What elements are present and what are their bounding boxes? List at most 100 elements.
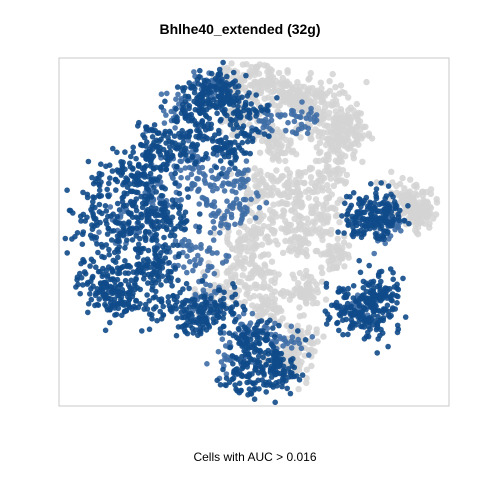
data-point (292, 83, 299, 90)
data-point (178, 174, 184, 181)
data-point (392, 226, 398, 233)
data-point (104, 231, 111, 237)
data-point (342, 153, 349, 160)
data-point (365, 130, 373, 137)
data-point (233, 255, 240, 262)
data-point (210, 187, 216, 194)
data-point (368, 218, 375, 225)
data-point (224, 170, 231, 176)
data-point (158, 167, 164, 173)
data-point (78, 275, 85, 281)
data-point (64, 187, 70, 193)
data-point (229, 304, 236, 310)
data-point (346, 221, 352, 228)
data-point (280, 211, 287, 219)
data-point (116, 207, 123, 213)
data-point (344, 211, 351, 217)
data-point (226, 339, 233, 346)
data-point (173, 96, 179, 102)
data-point (243, 373, 250, 380)
data-point (88, 296, 95, 303)
data-point (122, 308, 128, 315)
data-point (342, 112, 349, 119)
data-point (194, 100, 200, 107)
data-point (286, 89, 294, 96)
data-point (194, 77, 201, 83)
data-point (189, 313, 195, 319)
data-point (149, 155, 155, 161)
data-point (195, 187, 202, 193)
data-point (225, 181, 232, 187)
data-point (254, 184, 261, 191)
data-point (373, 186, 380, 192)
data-point (206, 245, 213, 251)
data-point (147, 163, 154, 169)
data-point (146, 326, 153, 333)
data-point (113, 311, 120, 318)
data-point (196, 127, 202, 134)
data-point (95, 302, 102, 309)
data-point (156, 138, 163, 144)
data-point (325, 187, 332, 194)
data-point (376, 293, 383, 299)
data-point (254, 312, 261, 319)
data-point (189, 142, 196, 148)
data-point (291, 118, 298, 125)
data-point (376, 269, 383, 275)
data-point (104, 186, 110, 193)
data-point (265, 239, 272, 246)
data-point (248, 254, 255, 262)
data-point (169, 197, 176, 203)
data-point (252, 385, 258, 392)
data-point (96, 170, 103, 177)
data-point (155, 219, 162, 225)
data-point (151, 266, 157, 272)
data-point (85, 158, 92, 165)
data-point (208, 212, 215, 218)
data-point (313, 112, 320, 118)
data-point (291, 339, 297, 346)
data-point (303, 267, 310, 275)
data-point (246, 90, 252, 96)
data-point (170, 204, 176, 210)
data-point (280, 363, 287, 370)
data-point (322, 296, 330, 303)
data-point (252, 325, 258, 332)
data-point (329, 70, 336, 78)
data-point (153, 205, 159, 212)
data-point (305, 240, 312, 247)
data-point (249, 245, 256, 252)
data-point (73, 284, 79, 290)
data-point (172, 170, 178, 177)
data-point (262, 262, 269, 270)
data-point (182, 93, 189, 99)
data-point (308, 362, 315, 370)
data-point (91, 194, 98, 201)
data-point (203, 113, 210, 120)
data-point (62, 235, 69, 242)
data-point (224, 208, 230, 215)
data-point (94, 286, 100, 292)
data-point (229, 147, 235, 153)
data-point (286, 193, 293, 200)
data-point (223, 382, 229, 389)
data-point (238, 217, 245, 223)
data-point (180, 242, 186, 249)
data-point (256, 149, 264, 156)
data-point (231, 284, 238, 290)
data-point (196, 224, 203, 230)
data-point (226, 330, 233, 337)
data-point (230, 361, 236, 367)
data-point (162, 255, 169, 261)
data-point (264, 331, 271, 337)
data-point (190, 330, 196, 336)
data-point (156, 223, 163, 230)
data-point (102, 203, 109, 209)
data-point (106, 180, 112, 187)
data-point (215, 287, 222, 293)
data-point (200, 287, 207, 294)
data-point (423, 210, 431, 217)
data-point (232, 78, 238, 84)
data-point (186, 103, 193, 109)
data-point (150, 127, 156, 134)
